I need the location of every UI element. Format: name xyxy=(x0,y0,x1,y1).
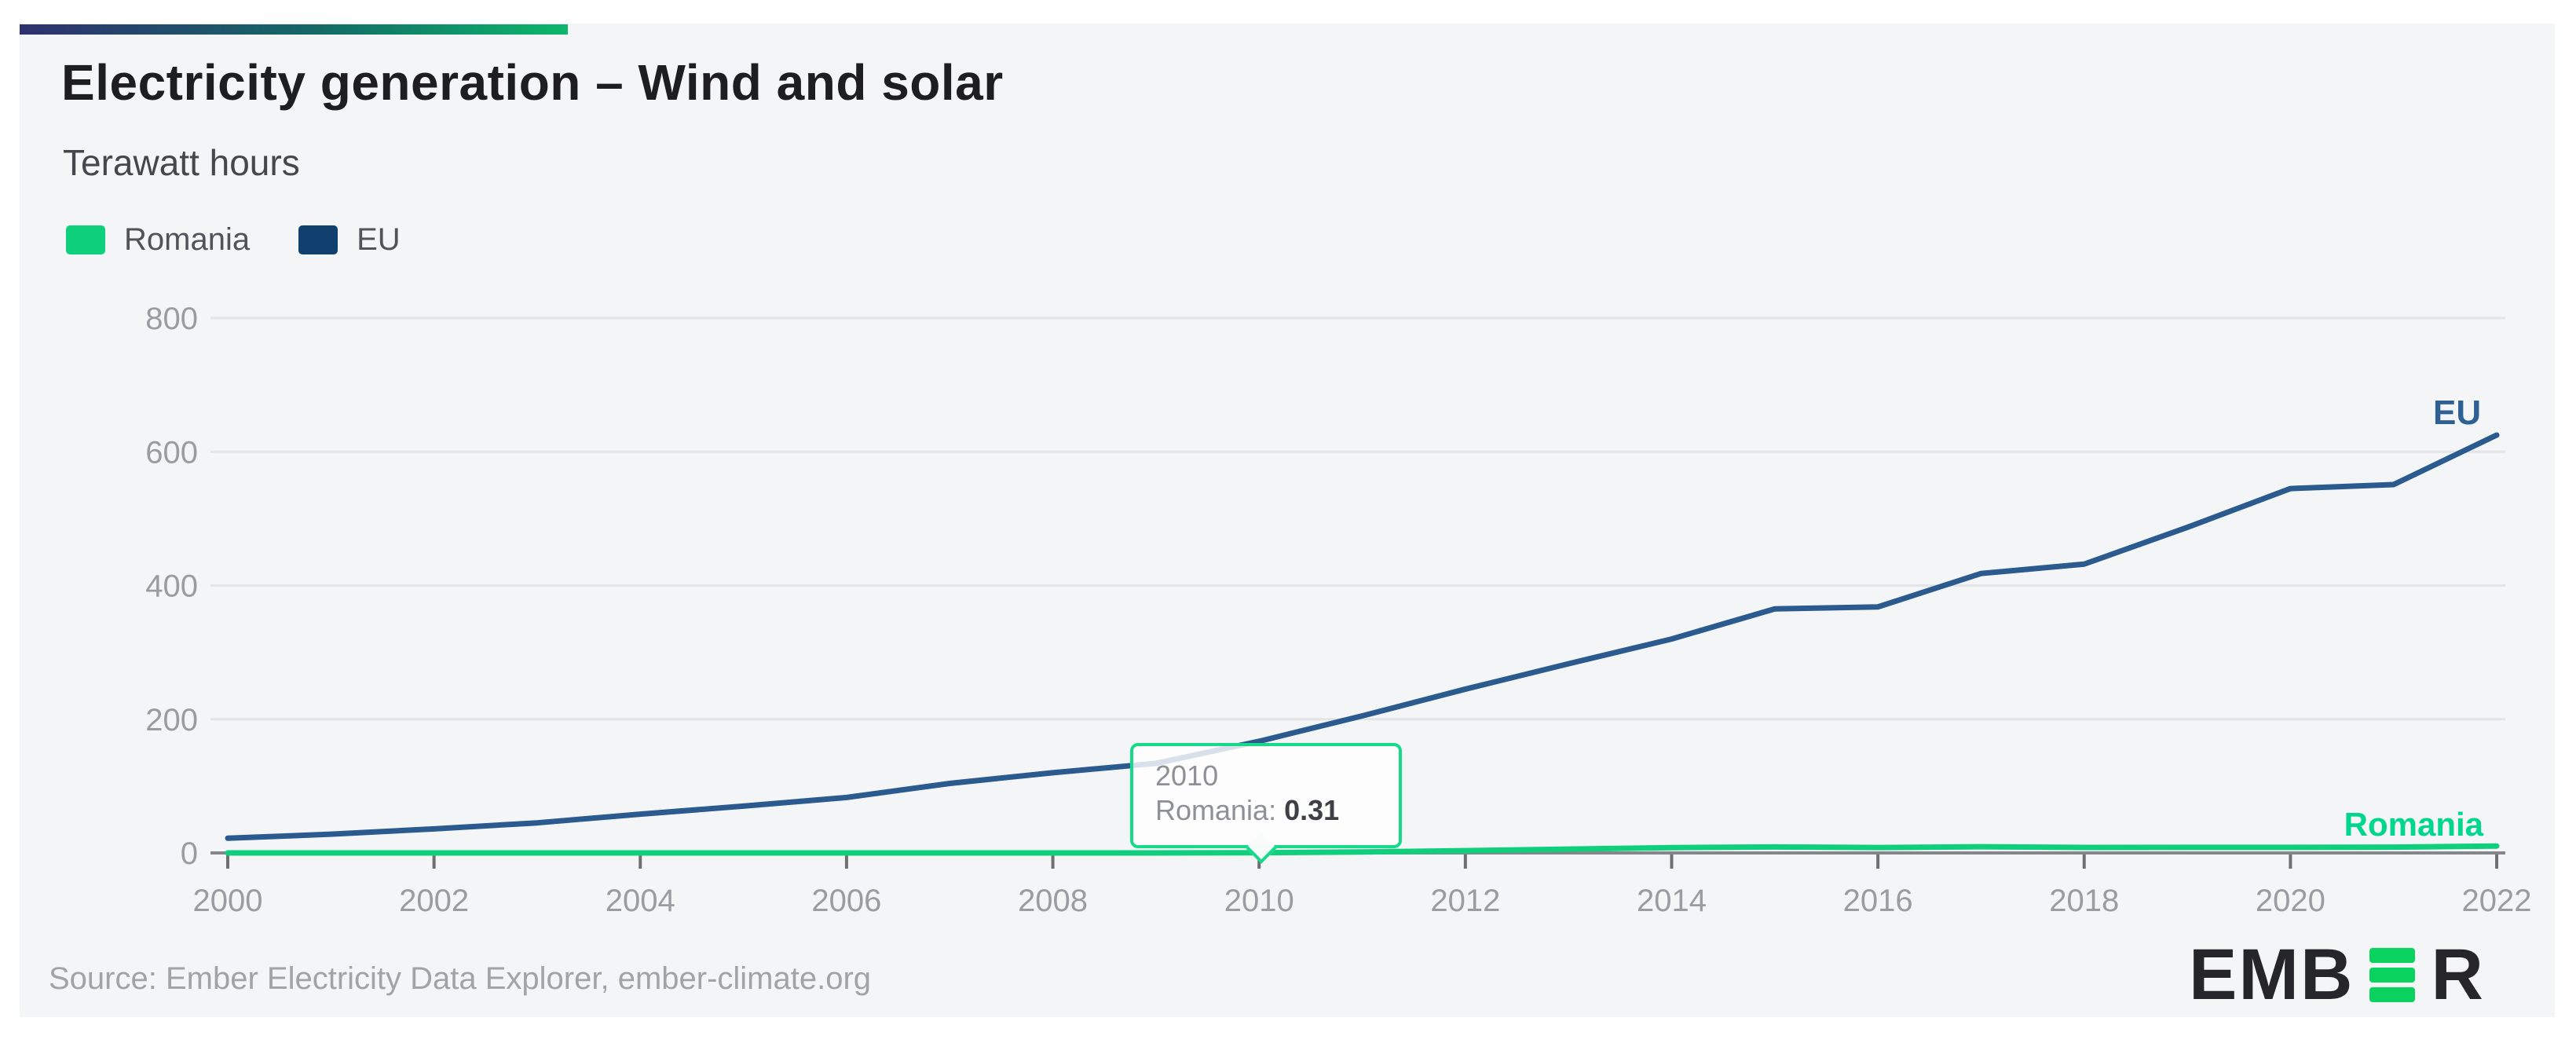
ember-logo-green-e-icon xyxy=(2369,947,2416,1002)
svg-text:2020: 2020 xyxy=(2256,884,2325,918)
green-bar xyxy=(2369,947,2416,963)
green-bar xyxy=(2369,986,2416,1002)
svg-text:400: 400 xyxy=(145,569,198,604)
svg-text:Romania: Romania xyxy=(2344,806,2484,843)
legend-label-eu: EU xyxy=(357,222,401,257)
svg-text:600: 600 xyxy=(145,435,198,470)
svg-text:2022: 2022 xyxy=(2462,884,2532,918)
eu-swatch-icon xyxy=(298,225,338,254)
tooltip-value: 0.31 xyxy=(1284,794,1340,826)
svg-text:2002: 2002 xyxy=(399,884,469,918)
svg-text:2006: 2006 xyxy=(811,884,881,918)
svg-text:200: 200 xyxy=(145,703,198,737)
svg-text:2004: 2004 xyxy=(606,884,675,918)
legend-item-eu[interactable]: EU xyxy=(298,222,401,258)
green-bar xyxy=(2369,967,2416,983)
svg-text:2014: 2014 xyxy=(1637,884,1707,918)
svg-text:2000: 2000 xyxy=(193,884,263,918)
svg-text:2016: 2016 xyxy=(1843,884,1913,918)
legend-item-romania[interactable]: Romania xyxy=(66,222,250,258)
svg-text:2010: 2010 xyxy=(1224,884,1294,918)
ember-logo-letter-r: R xyxy=(2431,935,2485,1015)
tooltip: 2010 Romania: 0.31 xyxy=(1130,743,1402,864)
legend-label-romania: Romania xyxy=(124,222,251,257)
svg-text:2008: 2008 xyxy=(1018,884,1088,918)
svg-text:2012: 2012 xyxy=(1430,884,1500,918)
accent-gradient-bar xyxy=(20,24,568,35)
tooltip-series-label: Romania: xyxy=(1155,794,1277,826)
svg-text:2018: 2018 xyxy=(2049,884,2119,918)
svg-text:EU: EU xyxy=(2433,393,2481,432)
ember-logo: EMB R xyxy=(2189,935,2485,1015)
legend: Romania EU xyxy=(66,222,401,258)
page-subtitle: Terawatt hours xyxy=(63,142,300,183)
romania-swatch-icon xyxy=(66,225,105,254)
source-text: Source: Ember Electricity Data Explorer,… xyxy=(49,961,872,996)
ember-logo-letters-emb: EMB xyxy=(2189,935,2355,1015)
page-title: Electricity generation – Wind and solar xyxy=(61,54,1004,111)
tooltip-year: 2010 xyxy=(1155,759,1219,792)
svg-text:800: 800 xyxy=(145,302,198,336)
svg-text:0: 0 xyxy=(181,836,198,871)
